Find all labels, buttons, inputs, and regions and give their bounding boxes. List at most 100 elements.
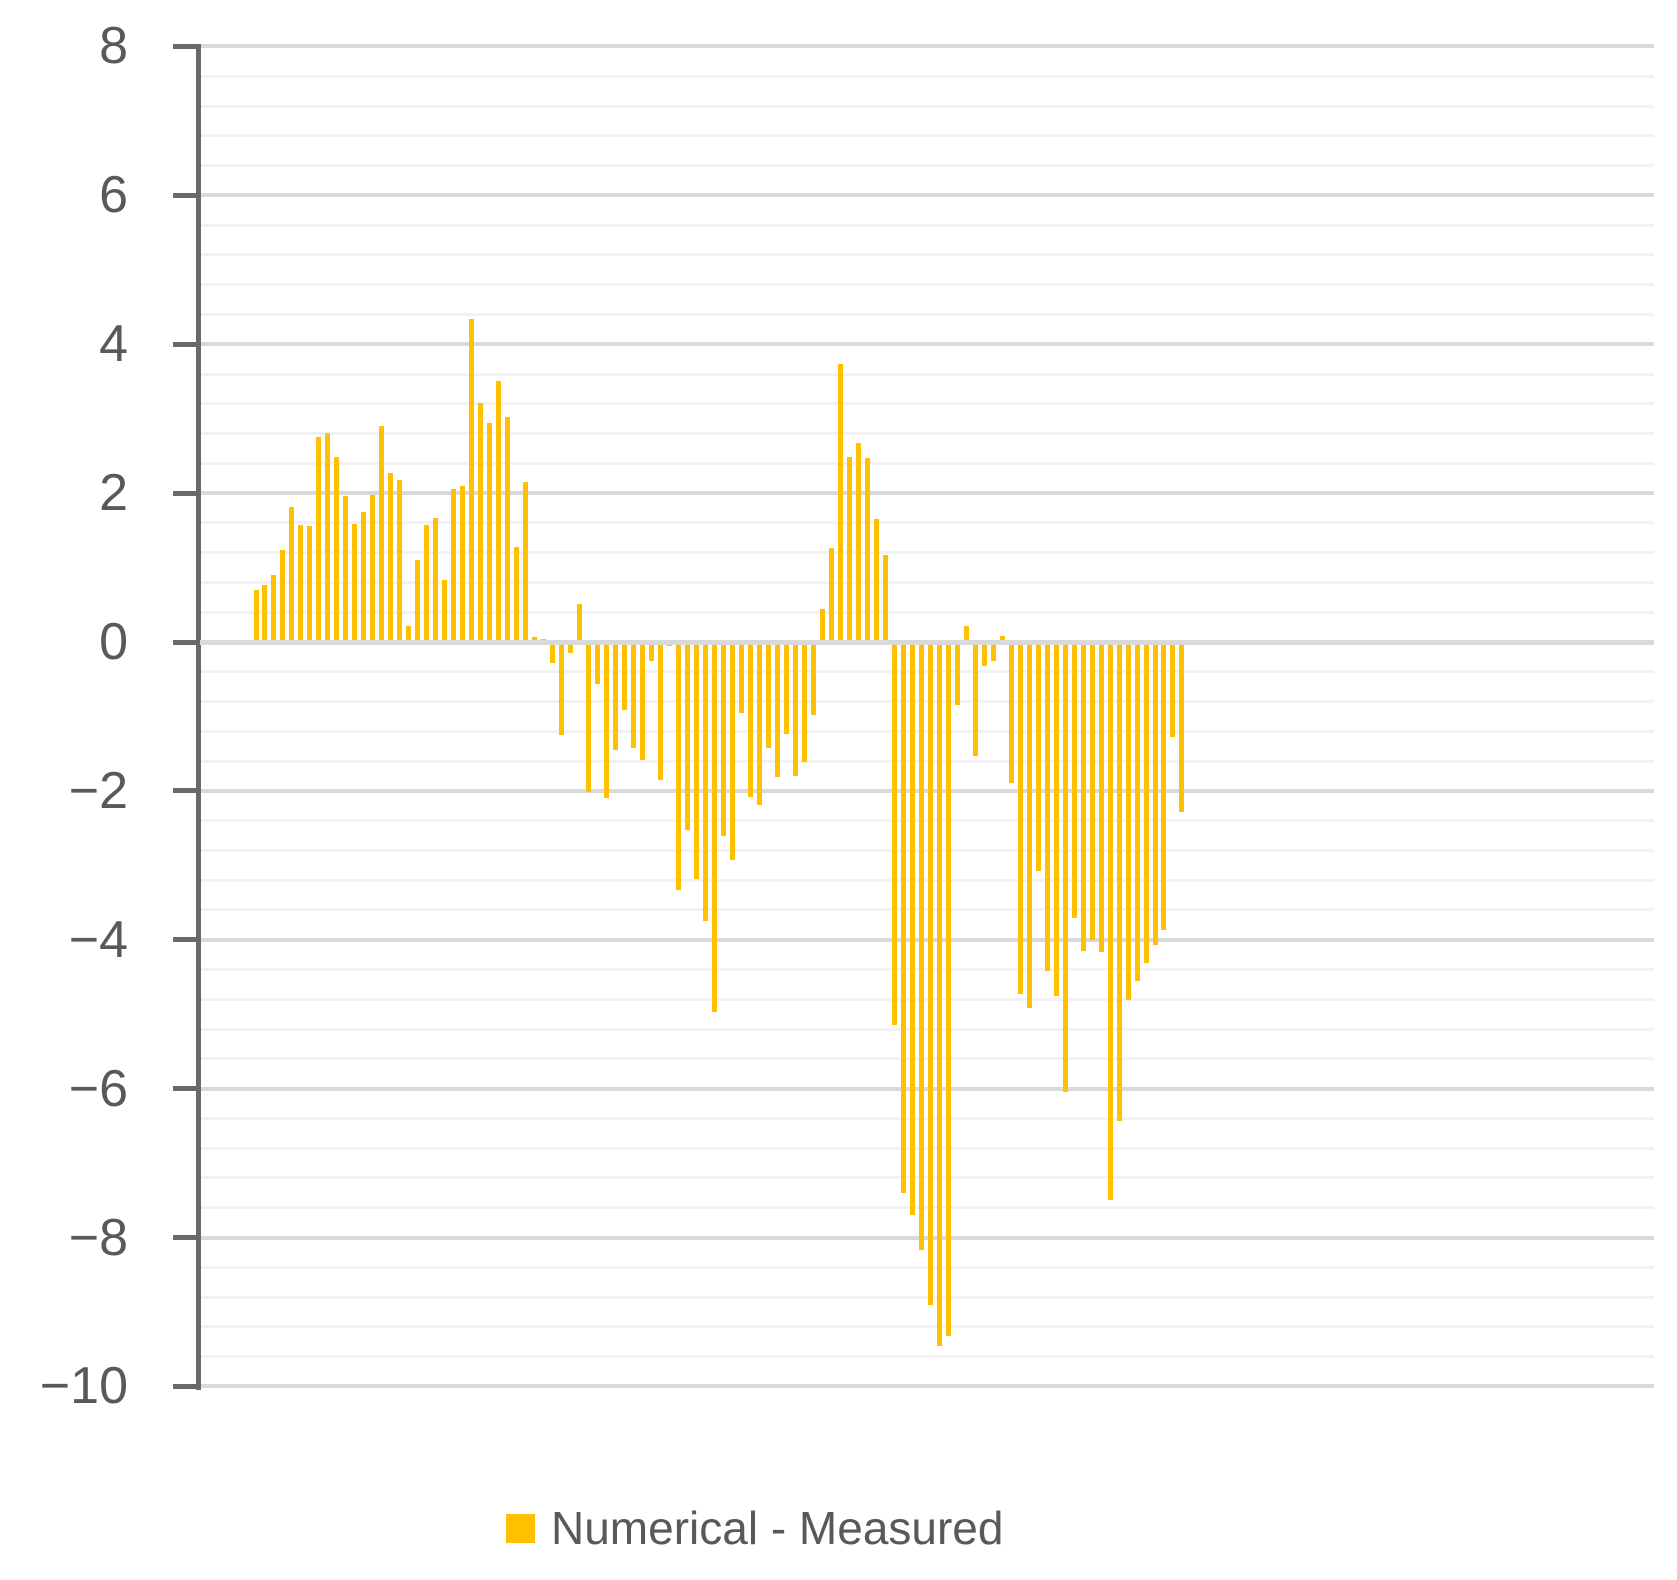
bar [720, 642, 726, 837]
bar [963, 626, 969, 642]
bar [397, 480, 403, 642]
bar [1107, 642, 1113, 1201]
gridline-minor [200, 1206, 1654, 1210]
bar [424, 525, 430, 642]
y-axis-tick-label: 8 [99, 17, 128, 76]
bar [774, 642, 780, 777]
bar [1089, 642, 1095, 940]
bar [747, 642, 753, 797]
bar [972, 642, 978, 756]
bar [1143, 642, 1149, 963]
gridline-minor [200, 610, 1654, 614]
bar [298, 525, 304, 642]
gridline-major [200, 1086, 1654, 1091]
gridline-minor [200, 372, 1654, 376]
gridline-minor [200, 670, 1654, 674]
square-swatch-icon [506, 1513, 535, 1543]
bar [1080, 642, 1086, 951]
gridline-minor [200, 223, 1654, 227]
bar [460, 485, 466, 642]
gridline-minor [200, 759, 1654, 763]
bar [1161, 642, 1167, 931]
bar [388, 473, 394, 642]
bar [487, 423, 493, 642]
bar [873, 519, 879, 642]
bar [738, 642, 744, 714]
gridline-minor [200, 1176, 1654, 1180]
y-axis-tick-label: 2 [99, 464, 128, 523]
bar [999, 636, 1005, 642]
bar [613, 642, 619, 750]
y-axis-tick [173, 639, 201, 645]
gridline-minor [200, 402, 1654, 406]
bar [1008, 642, 1014, 784]
bar [711, 642, 717, 1012]
y-axis-line [196, 46, 201, 1391]
y-axis-tick [173, 1383, 201, 1389]
bar [819, 608, 825, 642]
gridline-minor [200, 104, 1654, 108]
bar [1071, 642, 1077, 919]
bar [855, 443, 861, 642]
legend: Numerical - Measured [506, 1500, 1003, 1556]
bar [289, 506, 295, 642]
bar [676, 642, 682, 890]
bar [1017, 642, 1023, 995]
bar [945, 642, 951, 1336]
gridline-major [200, 1235, 1654, 1240]
bar [595, 642, 601, 685]
bar [469, 318, 475, 642]
y-axis-tick-label: 6 [99, 166, 128, 225]
gridline-minor [200, 253, 1654, 257]
bar [792, 642, 798, 776]
bar [370, 495, 376, 642]
bar [631, 642, 637, 749]
gridline-minor [200, 461, 1654, 465]
bar [559, 642, 565, 736]
bar [343, 496, 349, 642]
bar [918, 642, 924, 1251]
bar [406, 626, 412, 642]
bar [1062, 642, 1068, 1093]
bar [280, 550, 286, 642]
gridline-major [200, 342, 1654, 347]
bar [729, 642, 735, 861]
bar [882, 554, 888, 642]
gridline-minor [200, 848, 1654, 852]
gridline-major [200, 788, 1654, 793]
y-axis-tick [173, 43, 201, 49]
gridline-minor [200, 700, 1654, 704]
bar [262, 584, 268, 642]
bar [316, 436, 322, 642]
bar [352, 523, 358, 642]
y-axis-tick [173, 937, 201, 943]
y-axis-tick-label: −2 [68, 761, 128, 820]
gridline-minor [200, 1116, 1654, 1120]
bar [891, 642, 897, 1025]
gridline-major [200, 193, 1654, 198]
y-axis-tick [173, 490, 201, 496]
y-axis-tick-label: −4 [68, 910, 128, 969]
bar [514, 546, 520, 642]
bar [586, 642, 592, 792]
bar [604, 642, 610, 799]
gridline-minor [200, 1265, 1654, 1269]
bar [1134, 642, 1140, 982]
gridline-minor [200, 1325, 1654, 1329]
bar [703, 642, 708, 922]
plot-area: 8 6 4 2 0 −2 −4 −6 −8 −10 [40, 17, 1654, 1415]
bar [442, 580, 448, 642]
bar [1026, 642, 1032, 1008]
bar [936, 642, 942, 1347]
bar [765, 642, 771, 749]
bar [523, 481, 529, 642]
bar [334, 456, 340, 642]
bar [694, 642, 699, 880]
bar [756, 642, 762, 806]
bar [649, 642, 655, 662]
bar [909, 642, 915, 1216]
bar [532, 636, 538, 642]
legend-label: Numerical - Measured [551, 1502, 1004, 1554]
bar [1125, 642, 1131, 1001]
bar [640, 642, 646, 760]
